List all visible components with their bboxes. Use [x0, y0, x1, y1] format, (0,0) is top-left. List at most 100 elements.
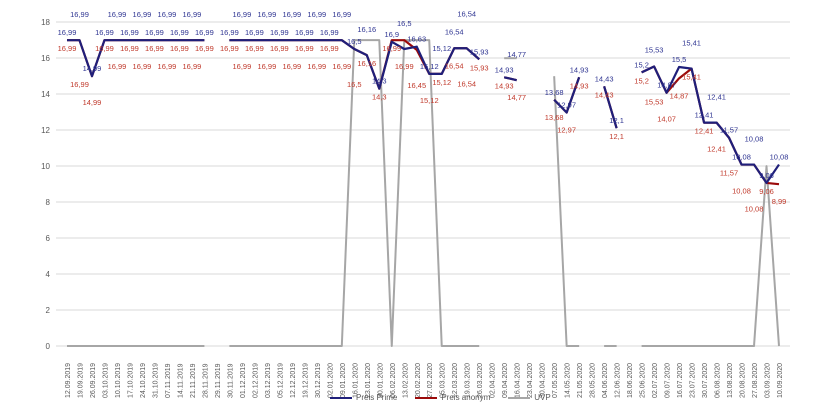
data-label: 16,5 — [347, 80, 362, 89]
data-label: 16,54 — [457, 79, 476, 88]
y-tick-label: 14 — [41, 90, 50, 99]
data-label: 16,45 — [407, 81, 426, 90]
legend: Preis Prime Preis anonym UVP — [330, 393, 551, 402]
x-tick-label: 05.12.2019 — [277, 363, 284, 398]
x-tick-label: 16.04.2020 — [515, 363, 522, 398]
data-label: 8,99 — [772, 197, 787, 206]
legend-item-preis-prime[interactable]: Preis Prime — [330, 393, 397, 402]
data-label: 16,63 — [407, 35, 426, 44]
legend-item-preis-anonym[interactable]: Preis anonym — [415, 393, 490, 402]
legend-label: Preis anonym — [441, 393, 491, 402]
data-label: 16,99 — [382, 44, 401, 53]
data-label: 16,99 — [70, 10, 89, 19]
data-label: 16,99 — [195, 28, 214, 37]
x-tick-label: 06.08.2020 — [715, 363, 722, 398]
x-tick-label: 14.11.2019 — [177, 363, 184, 398]
y-tick-label: 0 — [46, 342, 51, 351]
data-label: 16,99 — [195, 44, 214, 53]
x-tick-label: 09.04.2020 — [502, 363, 509, 398]
legend-swatch-anonym — [415, 396, 438, 399]
data-label: 14,99 — [83, 64, 102, 73]
x-tick-label: 23.01.2020 — [365, 363, 372, 398]
x-tick-label: 24.10.2019 — [140, 363, 147, 398]
x-tick-label: 31.10.2019 — [152, 363, 159, 398]
data-label: 12,97 — [557, 101, 576, 110]
data-label: 9,06 — [759, 171, 774, 180]
data-label: 16,54 — [445, 27, 464, 36]
data-label: 16,99 — [295, 44, 314, 53]
x-tick-label: 17.10.2019 — [127, 363, 134, 398]
x-tick-label: 03.09.2020 — [765, 363, 772, 398]
x-tick-label: 21.05.2020 — [577, 363, 584, 398]
data-label: 16,99 — [108, 10, 127, 19]
data-label: 15,12 — [432, 44, 451, 53]
x-tick-label: 12.09.2019 — [65, 363, 72, 398]
x-tick-label: 27.02.2020 — [427, 363, 434, 398]
data-label: 16,99 — [183, 62, 202, 71]
data-label: 16,99 — [282, 10, 301, 19]
data-label: 16,99 — [95, 28, 114, 37]
data-label: 16,99 — [120, 28, 139, 37]
x-tick-label: 07.11.2019 — [165, 363, 172, 398]
data-label: 12,1 — [609, 132, 624, 141]
data-label: 16,5 — [397, 19, 412, 28]
data-label: 15,41 — [682, 39, 701, 48]
data-label: 16,9 — [384, 30, 399, 39]
data-label: 16,99 — [158, 62, 177, 71]
x-tick-label: 10.10.2019 — [115, 363, 122, 398]
y-tick-label: 16 — [41, 54, 50, 63]
x-tick-label: 19.03.2020 — [465, 363, 472, 398]
y-tick-label: 12 — [41, 126, 50, 135]
data-label: 16,99 — [232, 10, 251, 19]
data-label: 16,99 — [320, 28, 339, 37]
data-label: 16,99 — [58, 28, 77, 37]
series-line-preis-prime — [641, 65, 780, 185]
x-tick-label: 12.06.2020 — [615, 363, 622, 398]
x-tick-label: 10.09.2020 — [777, 363, 784, 398]
data-label: 16,99 — [307, 10, 326, 19]
legend-item-uvp[interactable]: UVP — [508, 393, 551, 402]
data-label: 16,99 — [232, 62, 251, 71]
series-line-preis-prime — [603, 85, 618, 129]
data-label: 14,07 — [657, 81, 676, 90]
data-label: 16,99 — [120, 44, 139, 53]
data-label: 14,77 — [507, 50, 526, 59]
data-label: 15,2 — [634, 60, 649, 69]
x-tick-label: 12.03.2020 — [452, 363, 459, 398]
x-tick-label: 02.01.2020 — [327, 363, 334, 398]
data-label: 16,99 — [58, 44, 77, 53]
x-tick-label: 04.06.2020 — [602, 363, 609, 398]
x-tick-label: 05.03.2020 — [440, 363, 447, 398]
data-label: 10,08 — [732, 187, 751, 196]
data-label: 16,99 — [170, 44, 189, 53]
data-label: 16,99 — [220, 44, 239, 53]
x-tick-label: 13.02.2020 — [402, 363, 409, 398]
data-label: 16,99 — [145, 44, 164, 53]
data-label: 10,08 — [745, 135, 764, 144]
data-label: 14,43 — [595, 90, 614, 99]
data-label: 9,06 — [759, 187, 774, 196]
x-tick-label: 14.05.2020 — [565, 363, 572, 398]
data-label: 15,41 — [682, 73, 701, 82]
data-label: 15,53 — [645, 97, 664, 106]
data-label: 16,99 — [220, 28, 239, 37]
data-label: 12,41 — [707, 93, 726, 102]
data-label: 10,08 — [745, 205, 764, 214]
x-tick-label: 30.04.2020 — [540, 363, 547, 398]
data-label: 16,99 — [245, 44, 264, 53]
x-tick-label: 01.12.2019 — [240, 363, 247, 398]
data-label: 16,99 — [270, 28, 289, 37]
x-tick-label: 25.06.2020 — [640, 363, 647, 398]
x-tick-label: 16.07.2020 — [677, 363, 684, 398]
data-label: 14,3 — [372, 93, 387, 102]
data-label: 12,41 — [707, 145, 726, 154]
data-label: 14,93 — [495, 81, 514, 90]
x-tick-label: 28.05.2020 — [590, 363, 597, 398]
y-tick-label: 4 — [46, 270, 51, 279]
data-label: 16,16 — [357, 25, 376, 34]
x-tick-label: 13.08.2020 — [727, 363, 734, 398]
x-tick-label: 28.11.2019 — [202, 363, 209, 398]
data-label: 11,57 — [720, 126, 738, 135]
y-axis-ticks: 0 2 4 6 8 10 12 14 16 18 — [41, 18, 50, 351]
data-label: 16,99 — [170, 28, 189, 37]
